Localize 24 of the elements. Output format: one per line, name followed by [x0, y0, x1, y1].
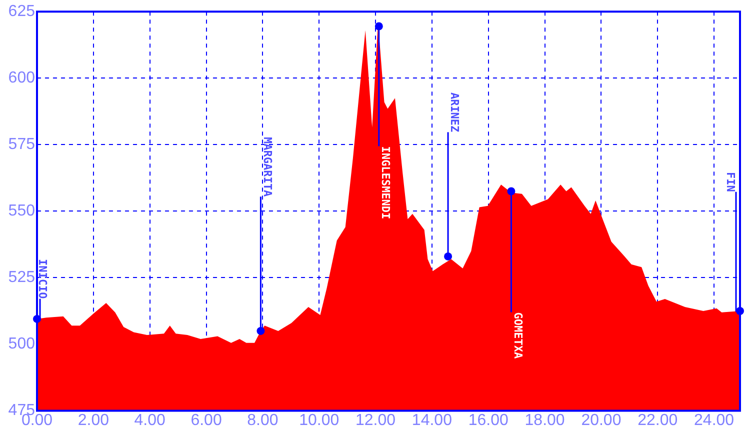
annotation: INICIO: [36, 258, 50, 300]
x-tick-label: 16.00: [468, 412, 508, 429]
x-tick-label: 22.00: [638, 412, 678, 429]
x-tick-label: 24.00: [694, 412, 734, 429]
y-tick-label: 500: [8, 336, 36, 353]
x-tick-label: 10.00: [299, 412, 340, 429]
y-tick-label: 575: [8, 136, 36, 154]
y-tick-label: 550: [8, 202, 36, 220]
y-tick-label: 625: [8, 3, 36, 20]
x-tick-label: 14.00: [412, 412, 452, 429]
x-tick-label: 20.00: [581, 412, 622, 429]
y-tick-label: 525: [8, 269, 36, 286]
x-tick-label: 4.00: [134, 412, 166, 429]
annotation: GOMETXA: [511, 312, 524, 359]
x-tick-label: 2.00: [78, 412, 110, 429]
annotation: ARINEZ: [448, 92, 462, 133]
x-tick-label: 18.00: [524, 412, 565, 429]
annotation: MARGARITA: [260, 136, 274, 197]
x-tick-label: 6.00: [190, 412, 222, 429]
x-tick-label: 12.00: [356, 412, 396, 429]
x-tick-label: 8.00: [247, 412, 278, 429]
annotation: FIN: [724, 172, 738, 192]
annotation: INGLESMENDI: [379, 146, 392, 220]
y-tick-label: 600: [8, 70, 36, 87]
